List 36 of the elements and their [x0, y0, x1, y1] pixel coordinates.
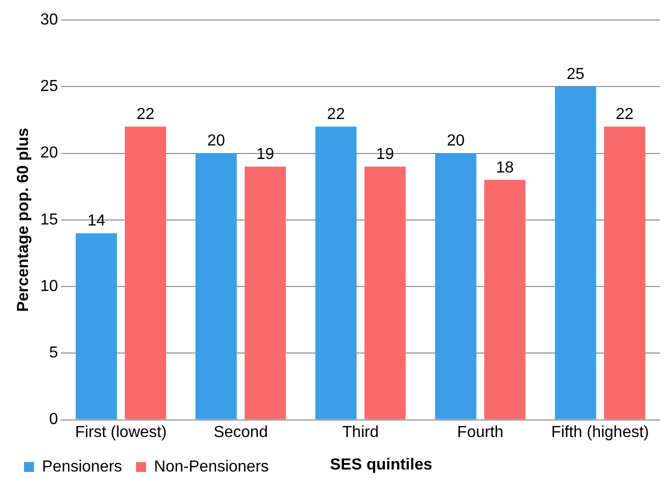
- y-tick-label: 20: [40, 144, 58, 162]
- bar: [76, 233, 117, 420]
- data-label: 22: [136, 106, 154, 124]
- data-label: 19: [256, 146, 274, 163]
- data-label: 18: [496, 159, 514, 176]
- y-tick-label: 30: [40, 11, 58, 28]
- bar: [124, 126, 166, 420]
- bar: [196, 153, 237, 420]
- bar: [604, 126, 646, 420]
- bar: [435, 153, 476, 420]
- data-label: 25: [566, 66, 585, 84]
- y-axis-title: Percentage pop. 60 plus: [15, 128, 32, 312]
- legend-label: Non-Pensioners: [154, 458, 269, 476]
- data-label: 20: [446, 132, 465, 150]
- x-axis-title: SES quintiles: [330, 456, 432, 474]
- data-label: 14: [87, 212, 106, 230]
- y-tick-label: 15: [40, 211, 58, 228]
- y-tick-label: 5: [49, 344, 58, 362]
- bar: [554, 86, 596, 420]
- bar: [244, 166, 286, 420]
- x-tick-label: Fourth: [457, 424, 504, 441]
- legend-label: Pensioners: [42, 458, 122, 476]
- y-tick-label: 10: [40, 278, 58, 295]
- x-tick-label: Second: [214, 424, 268, 441]
- x-tick-label: First (lowest): [75, 424, 167, 441]
- y-tick-label: 25: [40, 78, 58, 96]
- data-label: 22: [327, 106, 345, 124]
- bar: [484, 180, 526, 420]
- y-tick-label: 0: [49, 411, 58, 428]
- data-label: 19: [376, 146, 394, 163]
- bar: [364, 166, 406, 420]
- data-label: 22: [616, 106, 634, 124]
- x-tick-label: Fifth (highest): [551, 424, 650, 441]
- bar: [315, 126, 357, 420]
- x-tick-label: Third: [342, 424, 379, 441]
- data-label: 20: [207, 132, 226, 150]
